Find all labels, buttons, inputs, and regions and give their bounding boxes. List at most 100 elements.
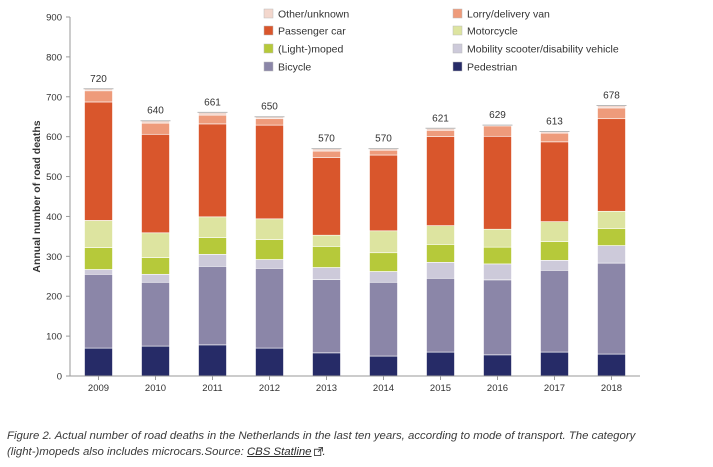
segment-pedestrian-2009 <box>84 347 113 377</box>
segment-passenger-car-2014 <box>369 154 398 232</box>
segment-motorcycle-2017 <box>540 221 569 242</box>
total-label-2013: 570 <box>318 134 335 145</box>
segment-passenger-car-2012 <box>255 124 284 220</box>
segment-passenger-car-2017 <box>540 141 569 222</box>
segment-motorcycle-2014 <box>369 230 398 254</box>
y-axis: 0 100 200 300 400 500 600 700 800 900 Annual numbe… <box>31 13 71 383</box>
segment-lorry-delivery-van-2009 <box>84 90 113 103</box>
legend-label-light-moped: (Light-)moped <box>278 44 344 56</box>
segment-passenger-car-2013 <box>312 157 341 236</box>
legend-label-passenger-car: Passenger car <box>278 26 346 38</box>
total-label-2011: 661 <box>204 97 221 108</box>
legend-item-bicycle: Bicycle <box>263 62 311 74</box>
x-tick-label-2018: 2018 <box>601 383 622 394</box>
y-axis-label: Annual number of road deaths <box>31 120 43 272</box>
x-tick-label-2017: 2017 <box>544 383 565 394</box>
legend-swatch-pedestrian <box>452 61 463 72</box>
road-deaths-chart: Other/unknown Lorry/delivery van Passenger… <box>31 8 640 394</box>
legend-item-other-unknown: Other/unknown <box>263 8 349 21</box>
segment-passenger-car-2010 <box>141 133 170 234</box>
y-tick-label: 800 <box>46 52 62 63</box>
bar-2009: 720 <box>83 74 114 377</box>
segment-pedestrian-2013 <box>312 352 341 377</box>
segment-motorcycle-2012 <box>255 218 284 240</box>
y-tick-label: 300 <box>46 252 62 263</box>
cbs-statline-link[interactable]: CBS Statline <box>246 446 312 458</box>
segment-mobility-scooter-disability-vehicle-2010 <box>141 273 170 283</box>
segment-bicycle-2016 <box>483 279 512 356</box>
segment-bicycle-2012 <box>255 267 284 349</box>
segment-mobility-scooter-disability-vehicle-2011 <box>198 254 227 267</box>
segment-motorcycle-2010 <box>141 232 170 258</box>
bar-2010: 640 <box>140 106 171 377</box>
legend-item-passenger-car: Passenger car <box>263 25 346 38</box>
total-label-2014: 570 <box>375 134 392 145</box>
segment-pedestrian-2018 <box>597 353 626 377</box>
legend-item-motorcycle: Motorcycle <box>452 25 518 38</box>
segment-mobility-scooter-disability-vehicle-2017 <box>540 260 569 271</box>
legend-swatch-mobility-scooter-disability-vehicle <box>452 43 463 54</box>
segment-mobility-scooter-disability-vehicle-2013 <box>312 267 341 280</box>
segment-bicycle-2018 <box>597 262 626 355</box>
segment-bicycle-2015 <box>426 277 455 353</box>
caption-end: . <box>322 446 326 458</box>
segment-bicycle-2013 <box>312 279 341 354</box>
legend-label-mobility-scooter-disability-vehicle: Mobility scooter/disability vehicle <box>467 44 619 56</box>
y-tick-label: 900 <box>46 13 62 24</box>
legend-swatch-motorcycle <box>452 25 463 36</box>
legend-swatch-light-moped <box>263 43 274 54</box>
segment-mobility-scooter-disability-vehicle-2012 <box>255 259 284 269</box>
legend-item-pedestrian: Pedestrian <box>452 61 517 74</box>
segment-lorry-delivery-van-2015 <box>426 129 455 137</box>
segment-motorcycle-2011 <box>198 216 227 238</box>
y-tick-label: 400 <box>46 212 62 223</box>
bar-2014: 570 <box>368 134 399 377</box>
external-link-icon[interactable] <box>313 447 323 456</box>
segment-pedestrian-2017 <box>540 351 569 377</box>
legend-swatch-passenger-car <box>263 25 274 36</box>
segment-motorcycle-2015 <box>426 225 455 245</box>
legend-item-light-moped: (Light-)moped <box>263 43 344 56</box>
total-label-2018: 678 <box>603 91 620 102</box>
chart-legend: Other/unknown Lorry/delivery van Passenger… <box>263 8 619 74</box>
segment-pedestrian-2011 <box>198 344 227 377</box>
y-tick-label: 500 <box>46 172 62 183</box>
segment-bicycle-2014 <box>369 281 398 357</box>
segment-motorcycle-2013 <box>312 234 341 247</box>
figure-caption: Figure 2. Actual number of road deaths i… <box>7 428 711 460</box>
segment-passenger-car-2011 <box>198 123 227 218</box>
total-label-2017: 613 <box>546 116 563 127</box>
x-tick-label-2015: 2015 <box>430 383 451 394</box>
segment-light-moped-2017 <box>540 241 569 261</box>
x-tick-label-2016: 2016 <box>487 383 508 394</box>
segment-pedestrian-2016 <box>483 354 512 377</box>
segment-light-moped-2011 <box>198 237 227 255</box>
segment-pedestrian-2015 <box>426 351 455 377</box>
segment-passenger-car-2018 <box>597 118 626 212</box>
segment-mobility-scooter-disability-vehicle-2015 <box>426 262 455 279</box>
total-label-2009: 720 <box>90 74 107 85</box>
legend-label-bicycle: Bicycle <box>278 62 311 74</box>
y-tick-label: 700 <box>46 92 62 103</box>
y-tick-label: 600 <box>46 132 62 143</box>
legend-label-pedestrian: Pedestrian <box>467 62 517 74</box>
segment-light-moped-2015 <box>426 244 455 263</box>
legend-swatch-other-unknown <box>263 8 274 19</box>
bar-2011: 661 <box>197 97 228 377</box>
bar-2016: 629 <box>482 110 513 377</box>
segment-pedestrian-2012 <box>255 347 284 377</box>
segment-mobility-scooter-disability-vehicle-2016 <box>483 263 512 281</box>
x-axis: 2009 2010 2011 2012 2013 2014 2015 2016 2017 2018 <box>70 375 640 394</box>
segment-mobility-scooter-disability-vehicle-2018 <box>597 245 626 264</box>
y-tick-label: 100 <box>46 332 62 343</box>
segment-motorcycle-2016 <box>483 228 512 248</box>
segment-light-moped-2014 <box>369 252 398 272</box>
caption-text: Figure 2. Actual number of road deaths i… <box>7 430 636 458</box>
segment-light-moped-2018 <box>597 228 626 246</box>
segment-light-moped-2013 <box>312 246 341 268</box>
legend-label-other-unknown: Other/unknown <box>278 9 349 21</box>
y-tick-label: 200 <box>46 292 62 303</box>
legend-swatch-lorry-delivery-van <box>452 8 463 19</box>
segment-passenger-car-2015 <box>426 136 455 226</box>
y-tick-label: 0 <box>57 372 62 383</box>
